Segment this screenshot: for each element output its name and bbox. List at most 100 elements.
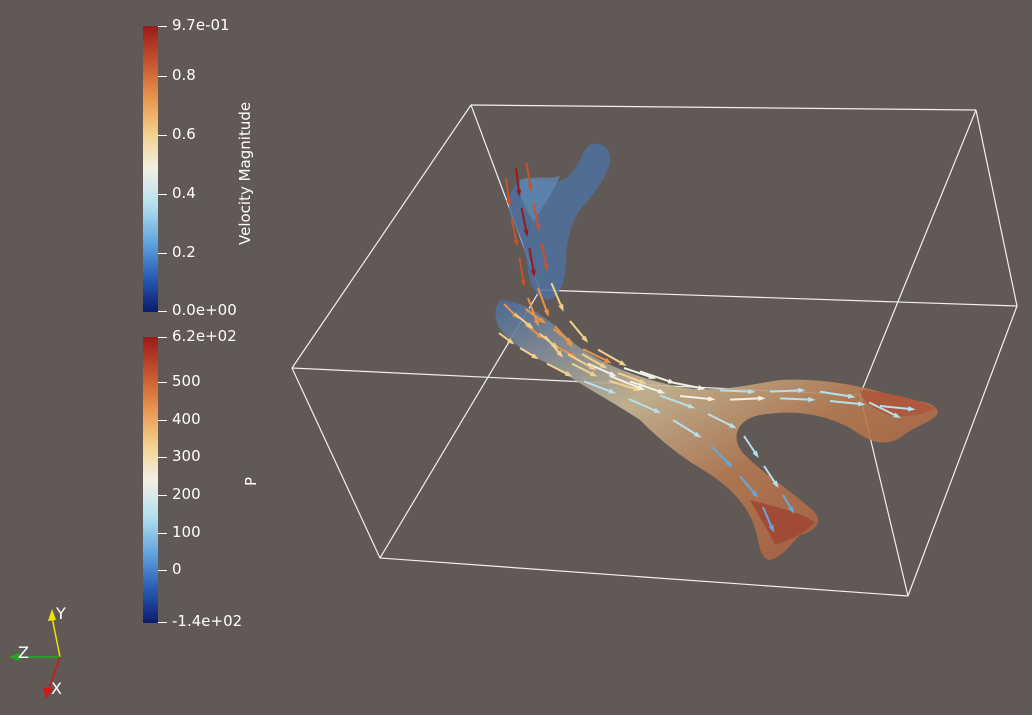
- velocity-arrow-head: [609, 371, 617, 377]
- velocity-arrow-head: [752, 450, 759, 458]
- velocity-arrow: [583, 380, 614, 394]
- velocity-arrow: [525, 162, 532, 190]
- velocity-arrow-head: [589, 364, 597, 371]
- velocity-arrow-head: [506, 199, 512, 207]
- velocity-arrow: [567, 353, 595, 370]
- velocity-arrow-head: [558, 304, 564, 312]
- velocity-arrow: [520, 207, 528, 235]
- pressure-tick-mark: [158, 533, 167, 534]
- velocity-arrow: [608, 379, 639, 391]
- velocity-arrow-head: [619, 360, 627, 367]
- velocity-tick-label: 0.8: [172, 66, 196, 84]
- bounding-box-outline: [291, 104, 1018, 597]
- orientation-axes-widget: [9, 609, 61, 699]
- velocity-arrow-head: [748, 388, 756, 395]
- velocity-arrow: [597, 348, 625, 366]
- velocity-arrow-head: [788, 506, 795, 514]
- velocity-arrow-head: [758, 395, 766, 402]
- velocity-arrow: [527, 297, 539, 325]
- velocity-arrow-head: [808, 396, 816, 403]
- velocity-colorbar-title: Velocity Magnitude: [236, 101, 254, 245]
- velocity-arrow-head: [608, 388, 617, 394]
- velocity-arrow: [779, 397, 813, 401]
- pressure-min-label: -1.4e+02: [172, 612, 243, 630]
- velocity-arrow-head: [599, 362, 608, 369]
- velocity-arrow-head: [772, 480, 779, 488]
- velocity-arrow-head: [857, 401, 866, 407]
- velocity-min-label: 0.0e+00: [172, 301, 237, 319]
- velocity-arrow-head: [536, 332, 544, 339]
- velocity-arrow: [528, 247, 535, 275]
- velocity-tick-mark: [158, 253, 167, 254]
- velocity-arrow: [537, 287, 549, 315]
- pressure-max-label: 6.2e+02: [172, 327, 237, 345]
- velocity-arrow-head: [530, 269, 536, 277]
- x-axis-arrow-icon: [43, 687, 53, 699]
- velocity-arrow: [669, 381, 703, 390]
- velocity-arrow-head: [566, 340, 574, 348]
- velocity-arrow: [510, 217, 518, 245]
- velocity-arrow-head: [564, 371, 573, 377]
- pressure-colorbar: [143, 337, 158, 623]
- velocity-arrow-head: [533, 319, 539, 327]
- velocity-arrow-head: [513, 239, 519, 247]
- velocity-arrow-head: [523, 229, 529, 237]
- velocity-arrow-head: [751, 490, 759, 498]
- velocity-arrow-head: [637, 385, 646, 391]
- velocity-tick-label: 0.6: [172, 125, 196, 143]
- velocity-arrow: [710, 445, 732, 467]
- velocity-arrow: [829, 400, 863, 406]
- velocity-arrow-head: [648, 373, 657, 379]
- velocity-arrow: [532, 202, 540, 230]
- velocity-arrow: [540, 242, 548, 270]
- z-axis-label: Z: [18, 643, 29, 662]
- velocity-arrow-head: [516, 189, 522, 197]
- velocity-tick-mark: [158, 194, 167, 195]
- velocity-arrow: [629, 380, 663, 394]
- velocity-arrow-head: [526, 322, 534, 329]
- velocity-arrow: [623, 367, 654, 379]
- x-axis-label: X: [51, 679, 62, 698]
- velocity-arrow-head: [520, 279, 526, 287]
- pressure-tick-mark: [158, 570, 167, 571]
- velocity-arrow: [617, 372, 645, 384]
- pressure-tick-label: 300: [172, 447, 201, 465]
- pressure-colorbar-title: P: [242, 476, 260, 486]
- z-axis-arrow-icon: [9, 653, 19, 661]
- pressure-tick-mark: [158, 382, 167, 383]
- velocity-arrow: [819, 390, 853, 398]
- y-axis-label: Y: [56, 604, 66, 623]
- velocity-arrow-head: [565, 337, 574, 344]
- pressure-tick-label: 100: [172, 523, 201, 541]
- velocity-arrow: [719, 389, 753, 393]
- velocity-arrow: [707, 413, 735, 428]
- velocity-arrow: [609, 375, 643, 390]
- velocity-tick-label: 0.4: [172, 184, 196, 202]
- velocity-arrow: [868, 401, 899, 418]
- velocity-arrow-head: [531, 353, 539, 360]
- velocity-arrow-head: [707, 396, 716, 402]
- velocity-arrow-head: [694, 431, 702, 438]
- velocity-arrow: [729, 397, 763, 401]
- velocity-arrow-head: [798, 387, 806, 394]
- velocity-arrow: [550, 282, 564, 310]
- velocity-arrow-head: [556, 350, 564, 358]
- velocity-arrow: [518, 257, 525, 285]
- velocity-arrow-head: [535, 224, 541, 232]
- y-axis-line: [51, 616, 61, 658]
- pressure-tick-label: 500: [172, 372, 201, 390]
- velocity-arrow-head: [639, 378, 647, 384]
- x-axis-line: [48, 656, 61, 690]
- velocity-arrow-head: [725, 460, 733, 468]
- velocity-arrow-head: [653, 407, 661, 414]
- velocity-arrow-head: [604, 357, 612, 364]
- velocity-arrow: [628, 398, 659, 413]
- velocity-arrow-head: [581, 335, 589, 343]
- velocity-colorbar: [143, 26, 158, 312]
- velocity-arrow-head: [907, 406, 916, 412]
- velocity-arrow-head: [538, 317, 547, 324]
- pressure-tick-label: 400: [172, 410, 201, 428]
- y-axis-arrow-icon: [48, 609, 56, 621]
